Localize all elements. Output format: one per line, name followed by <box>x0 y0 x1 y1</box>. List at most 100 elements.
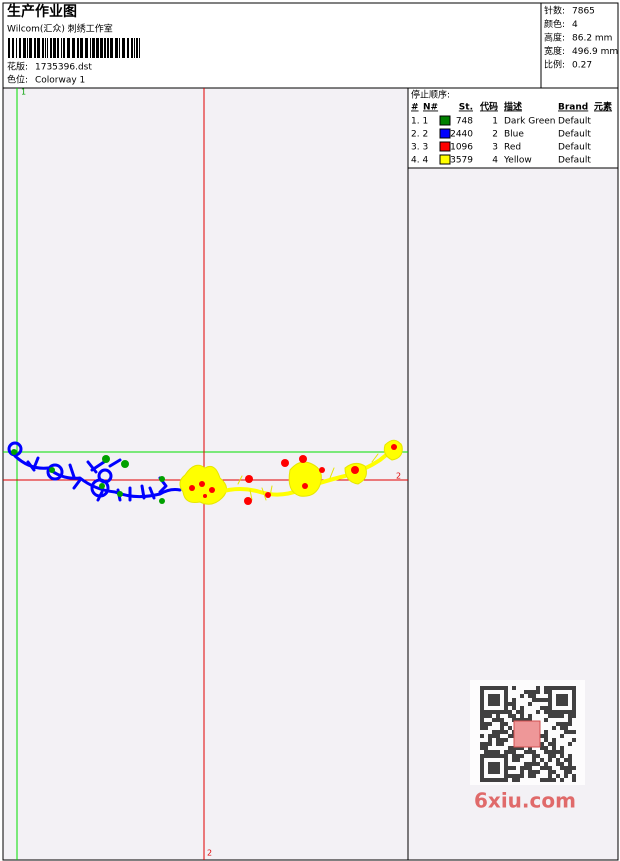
qr-module <box>488 738 492 742</box>
qr-module <box>500 738 504 742</box>
column-header: 元素 <box>594 101 612 113</box>
qr-module <box>552 750 556 754</box>
qr-module <box>520 694 524 698</box>
color-name: Blue <box>504 130 524 140</box>
brand: Default <box>558 156 591 166</box>
stat-label: 颜色: <box>544 18 565 30</box>
barcode-bar <box>115 38 118 58</box>
qr-module <box>560 754 564 758</box>
qr-module <box>548 690 552 694</box>
qr-module <box>528 714 532 718</box>
qr-module <box>484 726 488 730</box>
qr-module <box>496 778 500 782</box>
qr-module <box>548 702 552 706</box>
qr-module <box>564 686 568 690</box>
qr-module <box>500 722 504 726</box>
qr-module <box>508 702 512 706</box>
watermark: 6xiu.com <box>474 789 576 813</box>
qr-module <box>568 730 572 734</box>
qr-module <box>504 702 508 706</box>
qr-module <box>524 718 528 722</box>
qr-module <box>564 698 568 702</box>
qr-module <box>504 774 508 778</box>
qr-module <box>548 770 552 774</box>
qr-module <box>548 694 552 698</box>
barcode-bar <box>110 38 113 58</box>
qr-module <box>504 754 508 758</box>
stat-label: 比例: <box>544 59 565 71</box>
qr-module <box>544 738 548 742</box>
qr-module <box>540 706 544 710</box>
qr-module <box>536 710 540 714</box>
qr-module <box>512 706 516 710</box>
qr-module <box>500 718 504 722</box>
qr-module <box>488 702 492 706</box>
barcode-bar <box>8 38 10 58</box>
qr-module <box>556 702 560 706</box>
qr-module <box>520 770 524 774</box>
qr-module <box>552 738 556 742</box>
embroidery <box>7 439 403 505</box>
qr-module <box>496 698 500 702</box>
qr-module <box>564 766 568 770</box>
qr-module <box>492 762 496 766</box>
qr-module <box>552 770 556 774</box>
qr-module <box>548 774 552 778</box>
qr-module <box>512 778 516 782</box>
qr-module <box>572 710 576 714</box>
qr-module <box>560 734 564 738</box>
qr-module <box>528 694 532 698</box>
qr-module <box>500 742 504 746</box>
color-swatch <box>439 128 451 139</box>
color-swatch <box>439 154 451 165</box>
qr-module <box>544 690 548 694</box>
qr-module <box>512 754 516 758</box>
barcode-bar <box>72 38 75 58</box>
qr-module <box>492 698 496 702</box>
qr-module <box>528 702 532 706</box>
barcode-bar <box>136 38 138 58</box>
barcode-bar <box>57 38 59 58</box>
qr-module <box>488 710 492 714</box>
qr-module <box>480 754 484 758</box>
qr-module <box>492 754 496 758</box>
stat-value: 86.2 mm <box>572 34 612 44</box>
brand: Default <box>558 117 591 127</box>
qr-module <box>504 766 508 770</box>
qr-module <box>488 754 492 758</box>
qr-module <box>480 758 484 762</box>
color-name: Red <box>504 143 521 153</box>
design-label: 花版: <box>7 61 28 73</box>
end-marker: 2 <box>207 849 212 858</box>
qr-module <box>564 758 568 762</box>
qr-module <box>496 686 500 690</box>
qr-module <box>508 750 512 754</box>
qr-module <box>560 778 564 782</box>
qr-module <box>532 750 536 754</box>
qr-module <box>488 750 492 754</box>
qr-module <box>496 702 500 706</box>
qr-module <box>548 698 552 702</box>
qr-module <box>496 770 500 774</box>
qr-module <box>544 710 548 714</box>
qr-module <box>508 726 512 730</box>
qr-module <box>560 722 564 726</box>
qr-module <box>492 766 496 770</box>
barcode-bar <box>45 38 46 58</box>
qr-module <box>496 750 500 754</box>
qr-module <box>548 750 552 754</box>
qr-module <box>528 718 532 722</box>
qr-module <box>488 742 492 746</box>
qr-module <box>508 746 512 750</box>
qr-module <box>560 702 564 706</box>
qr-module <box>568 686 572 690</box>
color-swatch <box>439 141 451 152</box>
qr-module <box>572 702 576 706</box>
qr-module <box>532 694 536 698</box>
qr-module <box>480 726 484 730</box>
qr-module <box>508 710 512 714</box>
stat-value: 496.9 mm <box>572 47 618 57</box>
